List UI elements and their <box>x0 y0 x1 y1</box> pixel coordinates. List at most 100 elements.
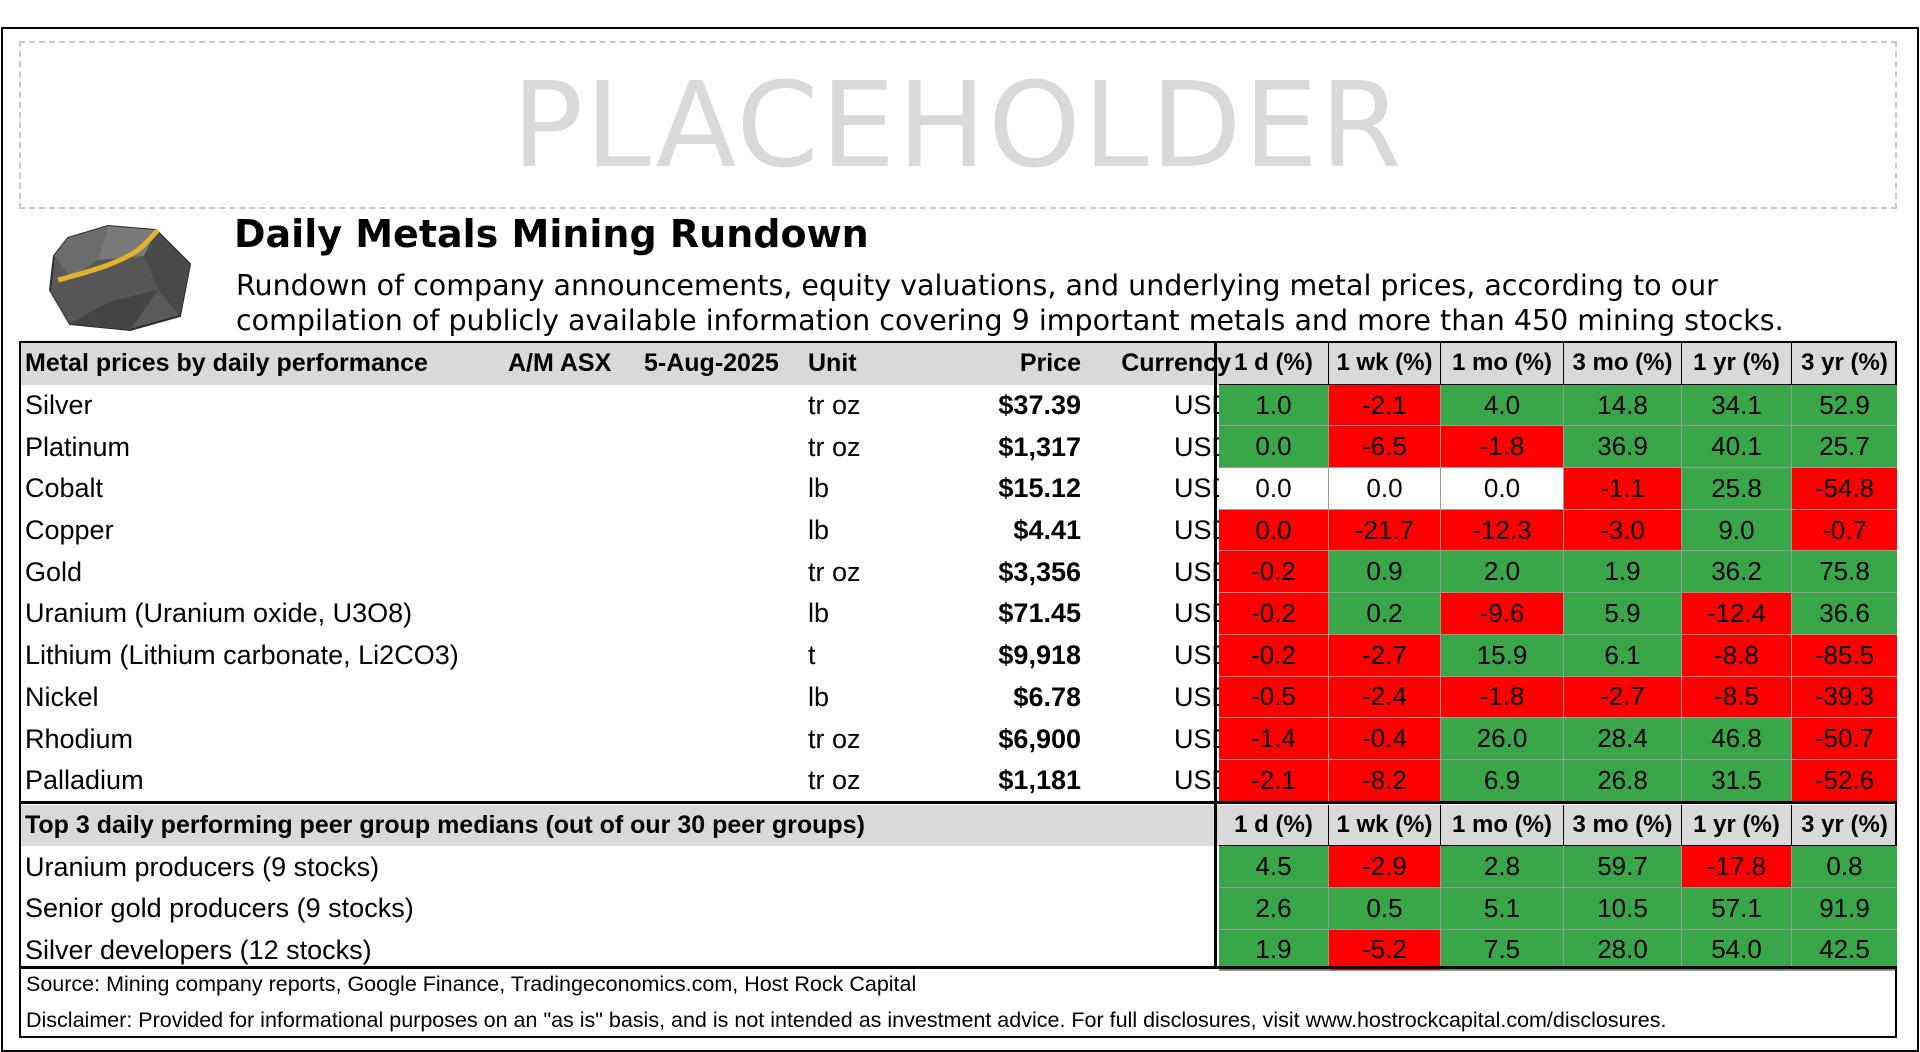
metal-currency: USD <box>1173 390 1231 421</box>
peer-change-cell: 54.0 <box>1682 929 1792 972</box>
peer-change-cell: 28.0 <box>1564 929 1682 972</box>
metal-change-cell: 52.9 <box>1792 384 1897 427</box>
metal-price: $37.39 <box>998 390 1081 421</box>
metal-price: $9,918 <box>998 640 1081 671</box>
metal-price: $15.12 <box>998 473 1081 504</box>
metal-row: Silver tr oz $37.39 USD 1.0 -2.1 4.0 14.8 34.1 52… <box>21 384 1897 427</box>
metal-price: $3,356 <box>998 556 1081 587</box>
metal-change-cell: -85.5 <box>1792 634 1897 677</box>
metal-currency: USD <box>1173 640 1231 671</box>
metal-change-cell: -3.0 <box>1564 509 1682 552</box>
peers-period-header: 3 mo (%) <box>1564 804 1682 847</box>
metal-change-cell: -1.1 <box>1564 468 1682 510</box>
metal-change-cell: -2.4 <box>1329 676 1441 719</box>
metal-currency: USD <box>1173 681 1231 712</box>
peers-header-row: Top 3 daily performing peer group median… <box>21 804 1897 847</box>
metal-change-cell: 75.8 <box>1792 551 1897 594</box>
peers-period-header: 1 wk (%) <box>1329 804 1441 847</box>
metal-change-cell: 28.4 <box>1564 718 1682 760</box>
metal-changes: 0.0 -6.5 -1.8 36.9 40.1 25.7 <box>1219 426 1897 469</box>
metal-change-cell: 0.0 <box>1219 468 1329 510</box>
footer-divider <box>19 966 1897 969</box>
peer-change-cell: 7.5 <box>1441 929 1564 972</box>
metal-change-cell: 9.0 <box>1682 509 1792 552</box>
metal-price: $6,900 <box>998 723 1081 754</box>
metal-change-cell: -39.3 <box>1792 676 1897 719</box>
metal-change-cell: -2.7 <box>1564 676 1682 719</box>
peer-change-cell: 42.5 <box>1792 929 1897 972</box>
metal-price: $1,181 <box>998 765 1081 796</box>
metal-change-cell: -2.7 <box>1329 634 1441 677</box>
metals-header-label: Metal prices by daily performance <box>25 349 428 378</box>
metal-change-cell: 0.2 <box>1329 593 1441 635</box>
peer-name: Silver developers (12 stocks) <box>25 934 372 965</box>
peer-change-cell: -2.9 <box>1329 846 1441 888</box>
metal-changes: 0.0 -21.7 -12.3 -3.0 9.0 -0.7 <box>1219 509 1897 552</box>
rock-logo-icon <box>48 224 192 332</box>
metal-change-cell: 0.0 <box>1219 509 1329 552</box>
metal-change-cell: -8.5 <box>1682 676 1792 719</box>
metal-currency: USD <box>1173 473 1231 504</box>
metal-change-cell: -1.8 <box>1441 426 1564 469</box>
metal-rows: Silver tr oz $37.39 USD 1.0 -2.1 4.0 14.8 34.1 52… <box>21 384 1897 802</box>
metal-change-cell: -0.2 <box>1219 593 1329 635</box>
metal-change-cell: -21.7 <box>1329 509 1441 552</box>
metal-change-cell: -9.6 <box>1441 593 1564 635</box>
metal-changes: -0.2 0.9 2.0 1.9 36.2 75.8 <box>1219 551 1897 594</box>
peer-change-cell: 2.8 <box>1441 846 1564 888</box>
metal-change-cell: -8.8 <box>1682 634 1792 677</box>
metal-change-cell: 1.9 <box>1564 551 1682 594</box>
metal-row: Lithium (Lithium carbonate, Li2CO3) t $9,9… <box>21 634 1897 677</box>
metal-currency: USD <box>1173 598 1231 629</box>
metal-change-cell: -0.4 <box>1329 718 1441 760</box>
metal-unit: lb <box>808 515 830 546</box>
metal-change-cell: 0.0 <box>1329 468 1441 510</box>
metal-name: Copper <box>25 515 114 546</box>
peers-period-header: 1 yr (%) <box>1682 804 1792 847</box>
metal-changes: -1.4 -0.4 26.0 28.4 46.8 -50.7 <box>1219 718 1897 760</box>
metal-change-cell: -1.4 <box>1219 718 1329 760</box>
metal-change-cell: 26.8 <box>1564 759 1682 802</box>
peer-change-cell: -5.2 <box>1329 929 1441 972</box>
peer-change-cell: 4.5 <box>1219 846 1329 888</box>
metal-name: Gold <box>25 556 83 587</box>
metal-changes: 1.0 -2.1 4.0 14.8 34.1 52.9 <box>1219 384 1897 427</box>
price-header: Price <box>1019 349 1081 378</box>
metal-row: Platinum tr oz $1,317 USD 0.0 -6.5 -1.8 36.9 40.… <box>21 426 1897 469</box>
metal-changes: -0.2 -2.7 15.9 6.1 -8.8 -85.5 <box>1219 634 1897 677</box>
peer-row: Silver developers (12 stocks) 1.9 -5.2 7.5 2… <box>21 929 1897 972</box>
metal-change-cell: 15.9 <box>1441 634 1564 677</box>
metal-change-cell: 6.9 <box>1441 759 1564 802</box>
metals-header-row: Metal prices by daily performance A/M AS… <box>21 343 1897 385</box>
footer: Source: Mining company reports, Google F… <box>19 966 1897 1038</box>
metal-row: Palladium tr oz $1,181 USD -2.1 -8.2 6.9 26.8 31… <box>21 759 1897 802</box>
metal-change-cell: 0.9 <box>1329 551 1441 594</box>
metal-name: Rhodium <box>25 723 134 754</box>
metal-change-cell: 25.8 <box>1682 468 1792 510</box>
metal-change-cell: -52.6 <box>1792 759 1897 802</box>
metal-change-cell: 0.0 <box>1441 468 1564 510</box>
peer-name: Senior gold producers (9 stocks) <box>25 893 414 924</box>
metal-change-cell: 40.1 <box>1682 426 1792 469</box>
peer-name: Uranium producers (9 stocks) <box>25 851 380 882</box>
banner-placeholder: PLACEHOLDER <box>19 41 1897 209</box>
metal-name: Palladium <box>25 765 144 796</box>
metal-change-cell: -0.7 <box>1792 509 1897 552</box>
metal-change-cell: 5.9 <box>1564 593 1682 635</box>
session-label: A/M ASX <box>508 349 612 378</box>
metal-price: $71.45 <box>998 598 1081 629</box>
metal-change-cell: -12.4 <box>1682 593 1792 635</box>
metal-unit: tr oz <box>808 431 861 462</box>
metal-price: $4.41 <box>1013 515 1081 546</box>
metal-currency: USD <box>1173 515 1231 546</box>
metal-change-cell: 36.9 <box>1564 426 1682 469</box>
unit-header: Unit <box>808 349 857 378</box>
peer-changes: 2.6 0.5 5.1 10.5 57.1 91.9 <box>1219 887 1897 930</box>
metal-change-cell: -0.2 <box>1219 634 1329 677</box>
metals-period-header: 3 mo (%) <box>1564 343 1682 385</box>
metal-change-cell: -50.7 <box>1792 718 1897 760</box>
metal-currency: USD <box>1173 723 1231 754</box>
metal-change-cell: 46.8 <box>1682 718 1792 760</box>
metal-change-cell: -2.1 <box>1329 384 1441 427</box>
metal-unit: tr oz <box>808 723 861 754</box>
